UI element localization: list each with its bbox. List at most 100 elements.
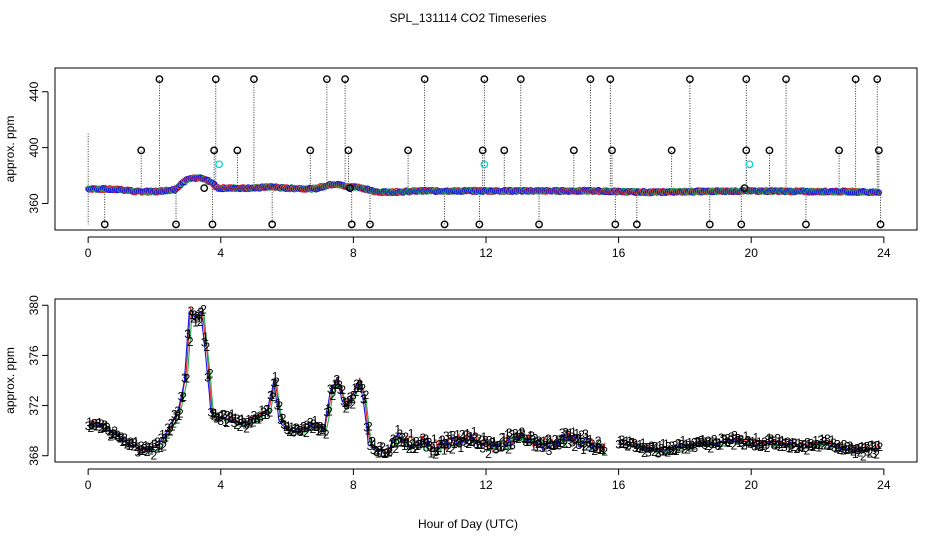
series-label-3: 3 bbox=[509, 438, 516, 452]
series-label-1: 1 bbox=[779, 433, 786, 447]
series-label-2: 2 bbox=[588, 441, 595, 455]
series-label-3: 3 bbox=[118, 430, 125, 444]
filtered-point bbox=[782, 75, 790, 84]
series-label-1: 1 bbox=[825, 439, 832, 453]
series-label-3: 3 bbox=[552, 438, 559, 452]
series-label-3: 3 bbox=[347, 390, 354, 404]
series-label-1: 1 bbox=[789, 436, 796, 450]
series-label-1: 1 bbox=[418, 433, 425, 447]
series-label-1: 1 bbox=[308, 418, 315, 432]
series-label-1: 1 bbox=[855, 442, 862, 456]
series-label-3: 3 bbox=[168, 416, 175, 430]
series-label-1: 1 bbox=[348, 392, 355, 406]
series-label-3: 3 bbox=[648, 439, 655, 453]
filtered-point bbox=[100, 220, 109, 229]
series-label-1: 1 bbox=[162, 431, 169, 445]
series-label-1: 1 bbox=[381, 447, 388, 461]
filtered-point bbox=[346, 184, 354, 193]
series-label-1: 1 bbox=[786, 441, 793, 455]
series-label-3: 3 bbox=[304, 418, 311, 432]
series-label-1: 1 bbox=[683, 437, 690, 451]
series-label-2: 2 bbox=[492, 442, 499, 456]
series-label-3: 3 bbox=[585, 435, 592, 449]
series-label-1: 1 bbox=[388, 437, 395, 451]
series-label-2: 2 bbox=[137, 443, 144, 457]
series-label-3: 3 bbox=[658, 444, 665, 458]
series-label-1: 1 bbox=[564, 427, 571, 441]
series-label-3: 3 bbox=[88, 418, 95, 432]
series-label-1: 1 bbox=[444, 437, 451, 451]
series-label-3: 3 bbox=[665, 440, 672, 454]
series-label-1: 1 bbox=[404, 435, 411, 449]
series-label-2: 2 bbox=[784, 436, 791, 450]
series-label-2: 2 bbox=[625, 439, 632, 453]
series-label-1: 1 bbox=[729, 431, 736, 445]
filtered-point bbox=[705, 220, 714, 229]
series-label-1: 1 bbox=[89, 419, 96, 433]
series-label-2: 2 bbox=[101, 421, 108, 435]
series-label-3: 3 bbox=[837, 441, 844, 455]
series-label-1: 1 bbox=[713, 435, 720, 449]
series-label-2: 2 bbox=[402, 430, 409, 444]
series-label-1: 1 bbox=[842, 442, 849, 456]
series-label-3: 3 bbox=[340, 394, 347, 408]
series-label-1: 1 bbox=[262, 408, 269, 422]
series-label-1: 1 bbox=[331, 377, 338, 391]
series-label-1: 1 bbox=[361, 391, 368, 405]
series-label-3: 3 bbox=[327, 382, 334, 396]
series-label-1: 1 bbox=[766, 431, 773, 445]
series-label-1: 1 bbox=[792, 436, 799, 450]
filtered-point bbox=[611, 220, 620, 229]
series-label-3: 3 bbox=[645, 446, 652, 460]
top-x-tick-label: 24 bbox=[877, 246, 891, 260]
series-label-3: 3 bbox=[549, 439, 556, 453]
series-label-1: 1 bbox=[517, 427, 524, 441]
series-label-2: 2 bbox=[644, 440, 651, 454]
series-label-2: 2 bbox=[757, 440, 764, 454]
series-label-3: 3 bbox=[735, 431, 742, 445]
series-label-2: 2 bbox=[731, 439, 738, 453]
series-label-2: 2 bbox=[124, 437, 131, 451]
series-label-2: 2 bbox=[737, 432, 744, 446]
series-label-2: 2 bbox=[131, 439, 138, 453]
series-label-1: 1 bbox=[159, 427, 166, 441]
series-label-3: 3 bbox=[217, 414, 224, 428]
series-label-2: 2 bbox=[306, 420, 313, 434]
series-label-2: 2 bbox=[273, 375, 280, 389]
series-label-3: 3 bbox=[778, 435, 785, 449]
series-label-2: 2 bbox=[399, 430, 406, 444]
series-label-2: 2 bbox=[475, 432, 482, 446]
series-label-1: 1 bbox=[368, 435, 375, 449]
series-label-2: 2 bbox=[528, 429, 535, 443]
series-label-3: 3 bbox=[615, 438, 622, 452]
series-label-2: 2 bbox=[379, 440, 386, 454]
series-label-2: 2 bbox=[346, 393, 353, 407]
series-label-3: 3 bbox=[383, 446, 390, 460]
series-label-2: 2 bbox=[674, 442, 681, 456]
bottom-x-tick-label: 20 bbox=[745, 478, 759, 492]
series-label-3: 3 bbox=[496, 440, 503, 454]
series-label-2: 2 bbox=[790, 440, 797, 454]
series-label-3: 3 bbox=[284, 423, 291, 437]
series-label-3: 3 bbox=[380, 447, 387, 461]
series-label-3: 3 bbox=[788, 437, 795, 451]
series-label-3: 3 bbox=[512, 431, 519, 445]
series-label-3: 3 bbox=[695, 435, 702, 449]
series-label-1: 1 bbox=[806, 437, 813, 451]
series-label-3: 3 bbox=[821, 434, 828, 448]
series-label-1: 1 bbox=[448, 429, 455, 443]
series-label-1: 1 bbox=[328, 383, 335, 397]
series-label-3: 3 bbox=[207, 405, 214, 419]
series-label-2: 2 bbox=[814, 438, 821, 452]
series-label-3: 3 bbox=[244, 416, 251, 430]
series-label-2: 2 bbox=[787, 441, 794, 455]
series-label-3: 3 bbox=[864, 441, 871, 455]
series-label-2: 2 bbox=[810, 440, 817, 454]
filtered-point bbox=[233, 146, 242, 155]
series-label-2: 2 bbox=[160, 440, 167, 454]
series-label-2: 2 bbox=[359, 382, 366, 396]
series-label-2: 2 bbox=[684, 443, 691, 457]
series-label-1: 1 bbox=[166, 423, 173, 437]
series-label-2: 2 bbox=[422, 432, 429, 446]
series-label-2: 2 bbox=[217, 410, 224, 424]
